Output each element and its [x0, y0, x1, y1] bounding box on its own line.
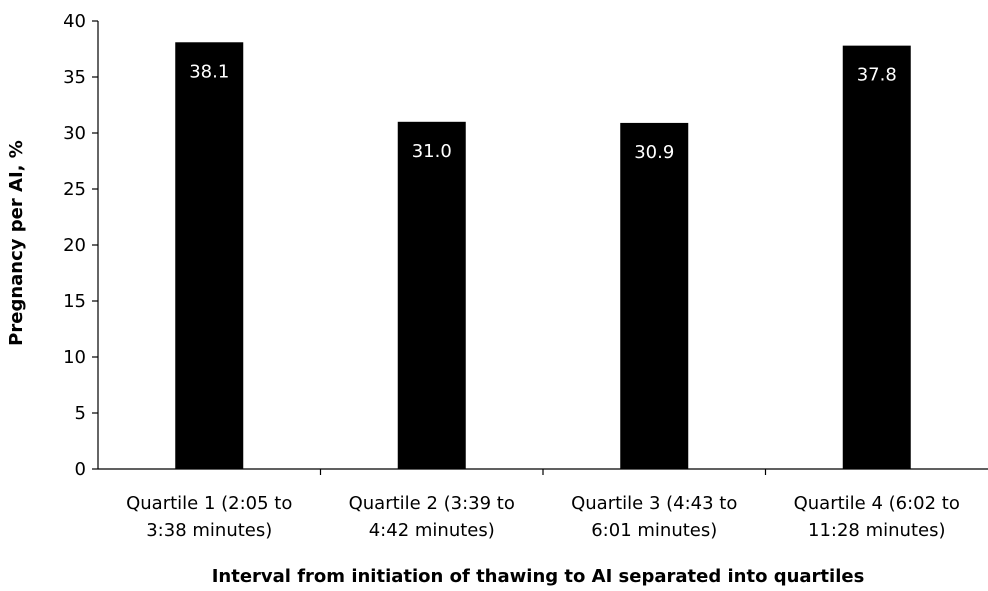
bar-value-label: 37.8	[857, 65, 897, 86]
y-tick-label: 20	[63, 235, 86, 256]
y-tick-label: 25	[63, 179, 86, 200]
bar-value-label: 38.1	[189, 61, 229, 82]
y-axis-title: Pregnancy per AI, %	[6, 140, 27, 346]
y-tick-label: 35	[63, 67, 86, 88]
y-tick-label: 5	[75, 403, 86, 424]
x-category-label: Quartile 1 (2:05 to	[126, 493, 292, 514]
bar	[175, 42, 244, 469]
x-category-label: Quartile 2 (3:39 to	[349, 493, 515, 514]
x-category-label: Quartile 3 (4:43 to	[571, 493, 737, 514]
bars: 38.1 31.0 30.9 37.8	[175, 42, 911, 470]
y-tick-label: 30	[63, 123, 86, 144]
x-axis: Quartile 1 (2:05 to 3:38 minutes) Quartile…	[98, 468, 988, 541]
y-tick-label: 15	[63, 291, 86, 312]
y-tick-label: 40	[63, 11, 86, 32]
bar	[620, 122, 689, 470]
bar-value-label: 31.0	[412, 141, 452, 162]
x-category-label: 11:28 minutes)	[808, 520, 945, 541]
bar-value-label: 30.9	[634, 142, 674, 163]
y-axis: 0 5 10 15 20 25 30 35 40	[63, 11, 99, 480]
bar	[842, 45, 911, 469]
y-tick-label: 10	[63, 347, 86, 368]
y-tick-label: 0	[75, 459, 86, 480]
x-category-label: Quartile 4 (6:02 to	[794, 493, 960, 514]
x-axis-title: Interval from initiation of thawing to A…	[212, 566, 865, 587]
x-category-label: 3:38 minutes)	[146, 520, 272, 541]
x-category-label: 6:01 minutes)	[591, 520, 717, 541]
bar	[397, 121, 466, 470]
x-category-label: 4:42 minutes)	[369, 520, 495, 541]
